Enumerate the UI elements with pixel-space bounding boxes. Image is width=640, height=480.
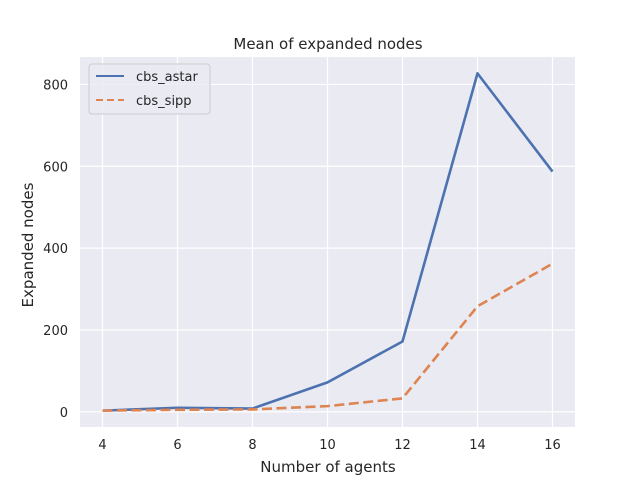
legend-label-cbs-sipp: cbs_sipp	[136, 94, 192, 109]
x-tick-label: 4	[98, 438, 106, 453]
x-tick-label: 6	[173, 438, 181, 453]
chart-title: Mean of expanded nodes	[233, 35, 422, 53]
grid	[80, 57, 575, 427]
x-tick-label: 8	[248, 438, 256, 453]
y-tick-label: 800	[43, 78, 68, 93]
y-tick-label: 200	[43, 324, 68, 339]
legend-label-cbs-astar: cbs_astar	[136, 70, 198, 85]
x-tick-label: 14	[469, 438, 486, 453]
series-line-cbs-astar	[102, 72, 554, 412]
x-tick-label: 12	[394, 438, 411, 453]
x-tick-label: 10	[319, 438, 336, 453]
y-tick-label: 400	[43, 242, 68, 257]
x-axis-label: Number of agents	[260, 458, 396, 476]
series-line-cbs-sipp	[102, 262, 554, 412]
y-tick-label: 600	[43, 160, 68, 175]
y-axis-label: Expanded nodes	[19, 182, 37, 307]
series-group	[102, 72, 554, 412]
y-tick-labels: 0 200 400 600 800	[43, 78, 68, 420]
x-tick-label: 16	[544, 438, 561, 453]
y-tick-label: 0	[60, 406, 68, 421]
x-tick-labels: 4 6 8 10 12 14 16	[98, 438, 560, 453]
legend: cbs_astar cbs_sipp	[88, 63, 211, 115]
